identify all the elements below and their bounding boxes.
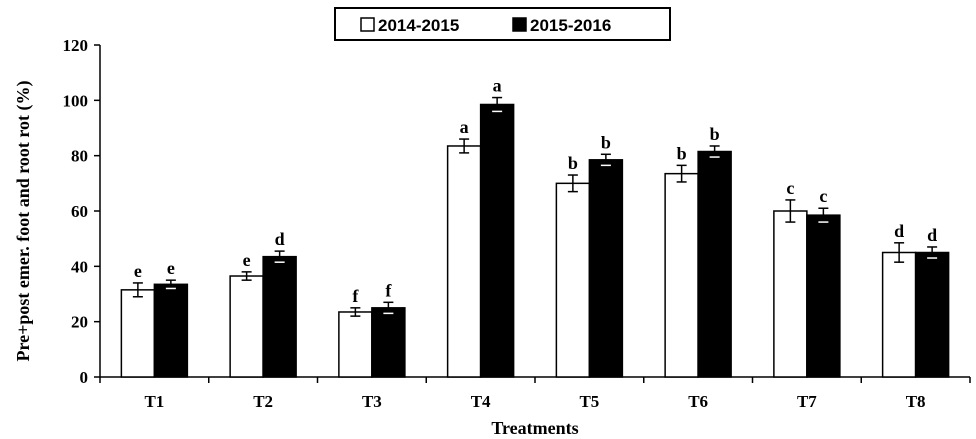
- significance-letter: c: [819, 186, 827, 206]
- legend-box: [334, 7, 671, 41]
- significance-letter: e: [134, 261, 142, 281]
- y-tick-label: 100: [63, 91, 89, 110]
- bar-t6-2015-2016: [697, 150, 732, 378]
- y-axis: 0 20 40 60 80 100 120: [63, 36, 101, 387]
- significance-letter: f: [385, 280, 392, 300]
- significance-letter: a: [493, 76, 502, 96]
- x-tick-label: T1: [144, 392, 164, 411]
- x-tick-label: T4: [471, 392, 491, 411]
- bar-t5-2014-2015: [555, 182, 591, 378]
- significance-letter: b: [677, 143, 687, 163]
- y-tick-label: 40: [71, 257, 88, 276]
- bar-t8-2015-2016: [914, 251, 950, 378]
- bar-t4-2015-2016: [479, 103, 515, 378]
- y-tick-label: 0: [80, 368, 89, 387]
- bar-t1-2014-2015: [120, 289, 156, 378]
- y-tick-label: 20: [71, 313, 88, 332]
- bar-t3-2014-2015: [338, 311, 373, 378]
- x-tick-label: T3: [362, 392, 382, 411]
- bar-t5-2015-2016: [588, 159, 624, 378]
- significance-letter: c: [786, 178, 794, 198]
- bar-t2-2014-2015: [229, 275, 264, 378]
- x-axis: T1 T2 T3 T4 T5 T6 T7 T8: [99, 376, 971, 411]
- bar-t6-2014-2015: [664, 172, 699, 378]
- bars: e e e d f f a a b b b b c c d d: [120, 76, 950, 378]
- legend-label: 2015-2016: [530, 16, 611, 35]
- significance-letter: d: [927, 225, 937, 245]
- bar-t7-2014-2015: [773, 210, 808, 378]
- bar-t2-2015-2016: [262, 255, 297, 378]
- significance-letter: f: [352, 286, 359, 306]
- x-tick-label: T2: [253, 392, 273, 411]
- bar-t7-2015-2016: [806, 214, 841, 378]
- legend-label: 2014-2015: [378, 16, 459, 35]
- significance-letter: e: [167, 258, 175, 278]
- legend-swatch: [512, 17, 527, 32]
- x-tick-label: T8: [906, 392, 926, 411]
- x-tick-label: T6: [688, 392, 708, 411]
- y-tick-label: 120: [63, 36, 89, 55]
- y-tick-label: 80: [71, 147, 88, 166]
- x-tick-label: T5: [579, 392, 599, 411]
- x-axis-title: Treatments: [491, 418, 578, 438]
- legend-swatch: [360, 17, 375, 32]
- x-tick-label: T7: [797, 392, 817, 411]
- legend: 2014-2015 2015-2016: [334, 7, 671, 41]
- bar-t4-2014-2015: [446, 145, 482, 378]
- significance-letter: d: [275, 229, 285, 249]
- significance-letter: d: [894, 221, 904, 241]
- bar-t1-2015-2016: [153, 283, 189, 378]
- significance-letter: b: [710, 124, 720, 144]
- significance-letter: b: [601, 132, 611, 152]
- y-tick-label: 60: [71, 202, 88, 221]
- significance-letter: b: [568, 153, 578, 173]
- significance-letter: e: [243, 250, 251, 270]
- bar-t8-2014-2015: [881, 251, 917, 378]
- y-axis-title: Pre+post emer. foot and root rot (%): [13, 80, 34, 361]
- significance-letter: a: [460, 117, 469, 137]
- bar-t3-2015-2016: [371, 307, 406, 378]
